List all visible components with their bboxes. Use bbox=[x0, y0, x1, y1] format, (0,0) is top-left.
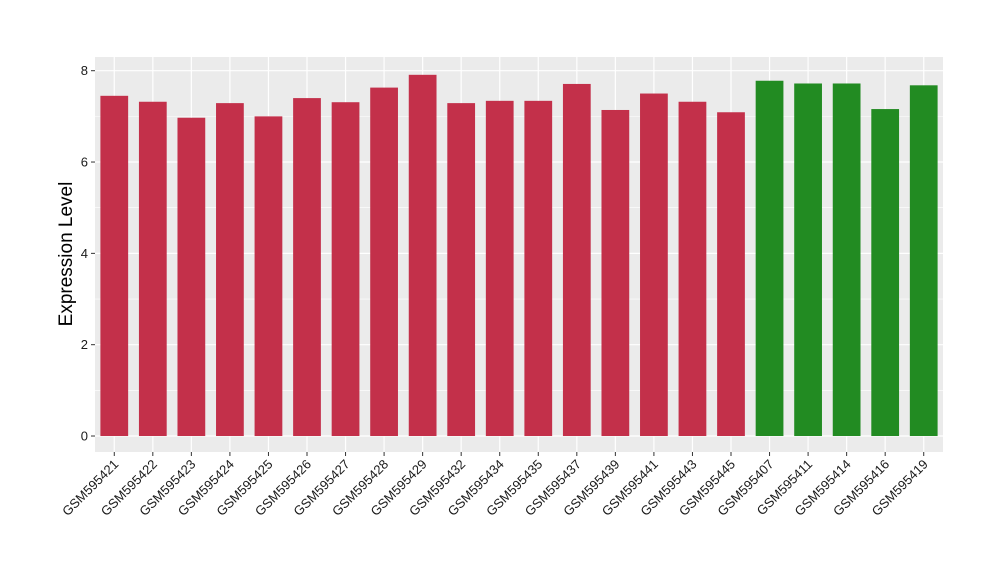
bar-GSM595414 bbox=[832, 83, 861, 437]
bar-GSM595429 bbox=[408, 74, 437, 437]
bar-GSM595426 bbox=[293, 98, 321, 437]
bar-GSM595421 bbox=[100, 95, 129, 437]
bars bbox=[100, 74, 938, 437]
bar-GSM595416 bbox=[871, 109, 900, 437]
bar-GSM595422 bbox=[138, 101, 167, 437]
y-tick-label: 4 bbox=[81, 246, 88, 261]
bar-GSM595424 bbox=[216, 103, 244, 437]
bar-GSM595443 bbox=[678, 101, 707, 437]
bar-GSM595445 bbox=[717, 112, 745, 437]
bar-GSM595411 bbox=[794, 83, 822, 437]
y-axis: 0 2 4 6 8 bbox=[81, 63, 95, 444]
y-tick-label: 2 bbox=[81, 337, 88, 352]
y-tick-label: 8 bbox=[81, 63, 88, 78]
bar-GSM595407 bbox=[755, 80, 784, 437]
bar-GSM595439 bbox=[601, 109, 630, 437]
bar-GSM595437 bbox=[562, 83, 591, 437]
bar-GSM595435 bbox=[524, 100, 553, 437]
bar-GSM595425 bbox=[254, 116, 283, 437]
y-tick-label: 0 bbox=[81, 429, 88, 444]
bar-GSM595432 bbox=[447, 103, 476, 437]
bar-GSM595428 bbox=[370, 87, 398, 437]
x-axis: GSM595421GSM595422GSM595423GSM595424GSM5… bbox=[59, 452, 931, 519]
bar-GSM595434 bbox=[485, 100, 514, 437]
y-axis-title: Expression Level bbox=[56, 182, 77, 327]
bar-GSM595419 bbox=[909, 85, 938, 437]
y-tick-label: 6 bbox=[81, 155, 88, 170]
bar-GSM595441 bbox=[640, 93, 668, 437]
bar-GSM595423 bbox=[177, 117, 206, 437]
bar-GSM595427 bbox=[331, 102, 360, 437]
